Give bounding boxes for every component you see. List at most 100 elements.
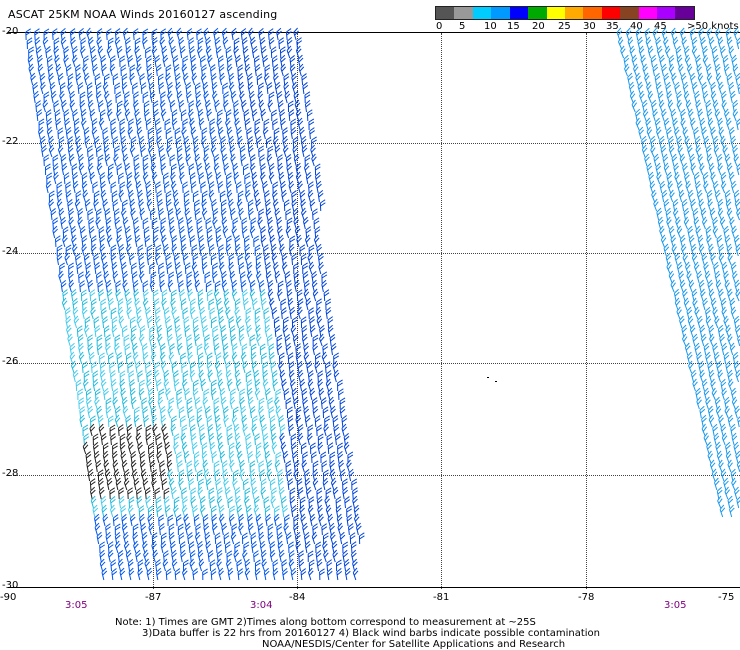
wind-barb xyxy=(246,261,253,275)
wind-barb xyxy=(151,477,157,491)
wind-barb xyxy=(72,297,79,311)
wind-barb xyxy=(156,135,162,149)
wind-barb xyxy=(167,208,174,221)
wind-barb xyxy=(55,63,62,77)
wind-barb xyxy=(100,378,107,392)
wind-barb xyxy=(122,405,129,419)
wind-barb xyxy=(262,378,269,392)
wind-barb xyxy=(92,181,98,194)
wind-barb xyxy=(173,496,180,509)
wind-barb xyxy=(210,144,217,158)
wind-barb xyxy=(136,63,142,77)
wind-barb xyxy=(156,442,163,455)
wind-barb xyxy=(120,505,127,518)
wind-barb xyxy=(211,513,218,527)
wind-barb xyxy=(48,198,55,212)
wind-barb xyxy=(240,28,247,41)
wind-barb xyxy=(266,334,273,347)
wind-barb xyxy=(72,180,79,194)
wind-barb xyxy=(346,459,352,473)
wind-barb xyxy=(64,117,70,131)
wind-barb xyxy=(129,144,136,158)
wind-barb xyxy=(111,568,118,581)
wind-barb xyxy=(692,207,699,221)
wind-barb xyxy=(210,64,216,77)
wind-barb xyxy=(129,513,136,527)
wind-barb xyxy=(289,235,296,248)
wind-barb xyxy=(83,252,90,266)
wind-barb xyxy=(162,432,169,446)
wind-barb xyxy=(214,532,221,545)
wind-barb xyxy=(255,324,261,338)
wind-barb xyxy=(207,424,214,437)
wind-barb xyxy=(123,477,130,491)
wind-barb xyxy=(146,189,152,203)
wind-barb xyxy=(150,153,157,167)
wind-barb xyxy=(189,117,195,131)
wind-barb xyxy=(224,486,231,500)
wind-barb xyxy=(288,558,295,572)
wind-barb xyxy=(60,279,67,293)
wind-barb xyxy=(184,198,190,212)
wind-barb xyxy=(115,91,122,104)
wind-barb xyxy=(201,253,208,266)
wind-barb xyxy=(206,108,212,122)
wind-barb xyxy=(73,118,80,131)
wind-barb xyxy=(102,198,109,212)
wind-barb xyxy=(233,469,239,482)
wind-barb xyxy=(70,225,77,239)
wind-barb xyxy=(654,72,661,86)
wind-barb xyxy=(242,360,248,374)
wind-barb xyxy=(333,423,340,437)
wind-barb xyxy=(237,450,243,464)
wind-barb xyxy=(114,145,120,158)
wind-barb xyxy=(200,378,207,392)
wind-barb xyxy=(187,532,193,545)
wind-barb xyxy=(90,235,97,248)
wind-barb xyxy=(61,99,67,113)
wind-barb xyxy=(149,262,156,275)
wind-barb xyxy=(710,90,717,104)
wind-barb xyxy=(650,99,657,113)
wind-barb xyxy=(723,225,730,239)
wind-barb xyxy=(267,99,274,113)
wind-barb xyxy=(164,504,171,518)
wind-barb xyxy=(253,504,260,518)
wind-barb xyxy=(133,154,140,167)
wind-barb xyxy=(328,396,335,410)
wind-barb xyxy=(225,360,232,374)
wind-barb xyxy=(184,262,191,275)
wind-barb xyxy=(132,82,138,95)
wind-barb xyxy=(155,496,162,509)
wind-barb xyxy=(125,37,131,50)
wind-barb xyxy=(56,244,63,257)
wind-barb xyxy=(74,253,81,266)
wind-barb xyxy=(297,369,304,383)
wind-barb xyxy=(300,568,307,581)
wind-barb xyxy=(93,135,100,149)
wind-barb xyxy=(319,324,325,338)
wind-barb xyxy=(182,72,189,86)
wind-barb xyxy=(116,45,123,59)
wind-barb xyxy=(229,396,236,410)
wind-barb xyxy=(65,64,72,77)
wind-barb xyxy=(244,189,251,203)
wind-barb xyxy=(97,45,104,59)
wind-barb xyxy=(196,343,203,356)
wind-barb xyxy=(197,297,204,311)
wind-barb xyxy=(318,387,325,401)
wind-barb xyxy=(115,477,122,491)
wind-barb xyxy=(107,415,114,428)
wind-barb xyxy=(139,513,145,527)
wind-barb xyxy=(735,369,740,383)
wind-barb xyxy=(143,100,150,113)
wind-barb xyxy=(76,144,82,158)
wind-barb xyxy=(188,108,194,122)
wind-barb xyxy=(57,127,64,140)
wind-barb xyxy=(284,271,291,284)
wind-barb xyxy=(202,459,208,473)
wind-barb xyxy=(62,226,69,239)
wind-barb xyxy=(94,262,101,275)
wind-barb xyxy=(158,262,164,275)
longitude-gridline xyxy=(586,33,587,589)
